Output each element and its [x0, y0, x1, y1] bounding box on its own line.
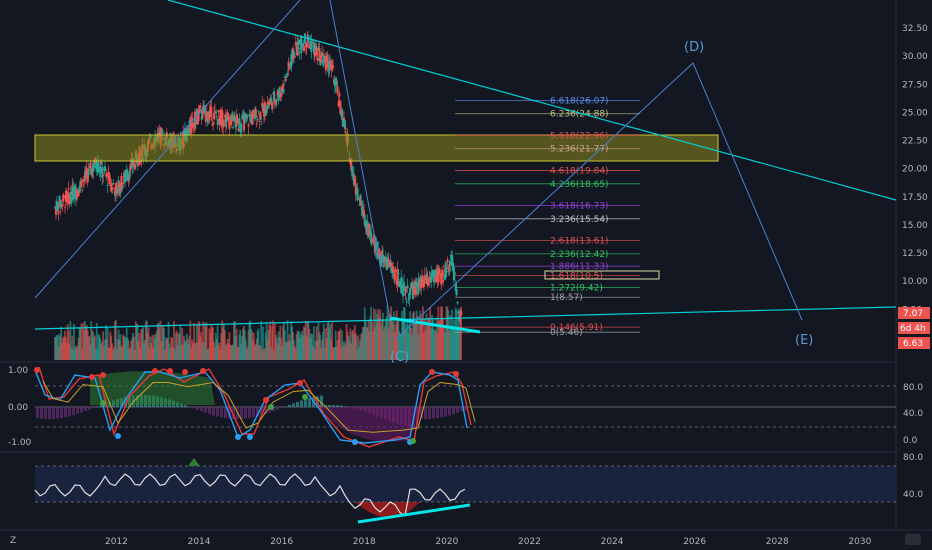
elliott-wave-path[interactable]	[34, 0, 301, 299]
price-candles	[54, 30, 463, 329]
volume-bars	[54, 305, 462, 360]
price-tick-label: 20.00	[902, 165, 928, 175]
price-tick-label: 25.00	[902, 108, 928, 118]
year-tick-label: 2030	[848, 537, 871, 547]
osc-right-tick: 0.0	[903, 436, 918, 446]
price-tick-label: 17.50	[902, 193, 928, 203]
last-price-badge	[898, 307, 930, 319]
fib-level-label: 1.886(11.33)	[550, 262, 609, 272]
fib-level-label: 0.146(5.91)	[550, 323, 603, 333]
timezone-label: Z	[10, 536, 16, 546]
year-tick-label: 2016	[270, 537, 293, 547]
fib-level-label: 5.236(21.77)	[550, 145, 609, 155]
fib-level-label: 6.236(24.88)	[550, 110, 609, 120]
wave-label-c: (C)	[390, 350, 409, 365]
fibonacci-levels: 6.618(26.07) 6.236(24.88) 5.618(22.96) 5.23…	[455, 96, 640, 338]
countdown-badge	[898, 322, 930, 334]
year-tick-label: 2024	[601, 537, 624, 547]
fib-level-label: 6.618(26.07)	[550, 96, 609, 106]
rsi-tick: 80.0	[903, 453, 923, 463]
osc-left-tick: 1.00	[8, 366, 28, 376]
fib-level-label: 4.236(18.65)	[550, 180, 609, 190]
price-tick-label: 27.50	[902, 80, 928, 90]
oscillator-axis: 1.00 0.00 -1.00 80.0 40.0 0.0	[8, 366, 923, 448]
fib-level-label: 1.618(10.5)	[550, 272, 603, 282]
price-tick-label: 32.50	[902, 24, 928, 34]
year-tick-label: 2012	[105, 537, 128, 547]
rsi-pane[interactable]: 80.0 40.0	[34, 453, 923, 524]
fib-level-label: 5.618(22.96)	[550, 131, 609, 141]
wave-projection-path[interactable]	[394, 62, 803, 341]
tradingview-logo	[905, 534, 921, 545]
supply-zone-box[interactable]	[34, 134, 719, 162]
wave-label-d: (D)	[684, 40, 704, 55]
time-axis[interactable]: 2012 2014 2016 2018 2020 2022 2024 2026 2028 2030	[105, 537, 872, 547]
upper-trendline[interactable]	[167, 0, 897, 201]
countdown-label: 6d 4h	[900, 324, 926, 334]
price-tick-label: 10.00	[902, 277, 928, 287]
low-price-label: 6.63	[903, 339, 923, 349]
fib-level-label: 2.618(13.61)	[550, 237, 609, 247]
fib-level-label: 3.618(16.73)	[550, 201, 609, 211]
fib-level-label: 4.618(19.84)	[550, 166, 609, 176]
bear-cloud	[320, 405, 420, 442]
rsi-line	[34, 473, 466, 517]
price-tick-label: 15.00	[902, 221, 928, 231]
stoch-signal-line	[42, 380, 476, 433]
oscillator-dots	[34, 367, 459, 445]
osc-right-tick: 80.0	[903, 383, 923, 393]
lower-trendline[interactable]	[34, 306, 897, 330]
year-tick-label: 2018	[353, 537, 376, 547]
year-tick-label: 2014	[188, 537, 211, 547]
bull-cloud	[90, 371, 215, 405]
fib-highlight-box	[544, 270, 660, 280]
fib-level-label: 1(8.57)	[550, 293, 583, 303]
year-tick-label: 2020	[435, 537, 458, 547]
wave-label-e: (E)	[795, 333, 813, 348]
rsi-overbought-fill	[188, 458, 200, 466]
stochastic-oscillator-pane[interactable]: 1.00 0.00 -1.00 80.0 40.0 0.0	[8, 366, 923, 448]
osc-right-tick: 40.0	[903, 409, 923, 419]
price-tick-label: 12.50	[902, 249, 928, 259]
osc-left-tick: 0.00	[8, 403, 28, 413]
rsi-divergence-line[interactable]	[357, 503, 471, 524]
fib-level-label: 0(5.46)	[550, 328, 583, 338]
low-price-badge	[898, 337, 930, 349]
year-tick-label: 2022	[518, 537, 541, 547]
stoch-fast-line	[34, 369, 468, 444]
fib-level-label: 1.272(9.42)	[550, 284, 603, 294]
rsi-axis: 80.0 40.0	[903, 453, 923, 500]
year-tick-label: 2026	[683, 537, 706, 547]
osc-left-tick: -1.00	[8, 438, 32, 448]
price-tick-label: 22.50	[902, 137, 928, 147]
rsi-band	[35, 466, 896, 502]
rsi-tick: 40.0	[903, 490, 923, 500]
fib-level-label: 2.236(12.42)	[550, 250, 609, 260]
last-price-label: 7.07	[903, 309, 923, 319]
price-tick-label: 30.00	[902, 52, 928, 62]
wave-drop-line[interactable]	[329, 0, 391, 319]
year-tick-label: 2028	[766, 537, 789, 547]
fib-level-label: 3.236(15.54)	[550, 215, 609, 225]
price-divergence-line[interactable]	[389, 316, 481, 334]
stoch-slow-line	[38, 366, 472, 448]
